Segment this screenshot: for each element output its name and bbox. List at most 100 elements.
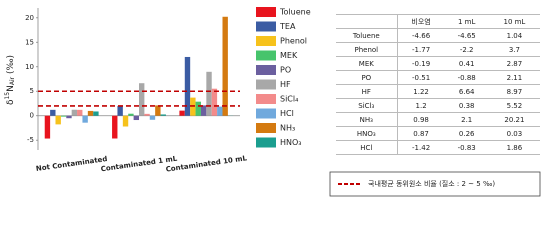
table-cell: -0.88	[444, 70, 489, 85]
table-cell: 10 mL	[488, 14, 540, 29]
legend-swatch	[256, 94, 276, 104]
page: δ15NAir (‰) 국내평균 동위원소 비율 (질소 : 2 ~ 5 ‰) …	[3, 7, 541, 197]
table-row: NH₃ 0.98 2.1 20.21	[336, 112, 540, 127]
table-cell: 0.03	[488, 126, 540, 141]
x-tick-label: Not Contaminated	[35, 155, 107, 173]
y-label-part: 15	[4, 92, 11, 100]
table-row: MEK -0.19 0.41 2.87	[336, 56, 540, 71]
y-label-part: (‰)	[6, 55, 16, 77]
bar	[71, 109, 78, 116]
table-row: HF 1.22 6.64 8.97	[336, 84, 540, 99]
bar	[160, 114, 166, 116]
bar	[179, 110, 185, 116]
reference-legend-label: 국내평균 동위원소 비율 (질소 : 2 ~ 5 ‰)	[368, 179, 495, 188]
bar	[217, 106, 223, 116]
table-cell: SiCl₃	[336, 98, 398, 113]
table-cell: 1.86	[488, 140, 540, 155]
table-cell: -0.51	[397, 70, 445, 85]
bar	[55, 115, 61, 125]
bar	[93, 111, 99, 116]
table-cell: -1.77	[397, 42, 445, 57]
legend-label: HCl	[280, 109, 294, 118]
table-row: HCl -1.42 -0.83 1.86	[336, 140, 540, 155]
data-table: 비오염 1 mL 10 mL Toluene -4.66 -4.65 1.04 Phenol -…	[336, 14, 540, 155]
bar	[122, 115, 129, 127]
legend-swatch	[256, 7, 276, 17]
x-tick-label: Contaminated 10 mL	[165, 154, 248, 173]
legend-swatch	[256, 123, 276, 133]
y-tick-label: 20	[25, 14, 34, 22]
legend-swatch	[256, 21, 276, 32]
table-row: Phenol -1.77 -2.2 3.7	[336, 42, 540, 57]
table-cell: 1.04	[488, 28, 540, 43]
y-tick-label: 5	[30, 87, 34, 95]
table-cell: 0.38	[444, 98, 489, 113]
legend-label: TEA	[279, 22, 296, 31]
bar	[155, 105, 161, 116]
table-cell: 1.22	[397, 84, 445, 99]
bar	[112, 115, 118, 139]
bar	[44, 115, 51, 139]
legend-label: SiCl₄	[280, 95, 298, 104]
table-cell	[336, 14, 398, 29]
legend-label: PO	[280, 66, 291, 75]
legend-swatch	[256, 137, 276, 148]
table-cell: -0.83	[444, 140, 489, 155]
bar	[66, 115, 72, 119]
table-cell: 5.52	[488, 98, 540, 113]
y-tick-label: 10	[25, 63, 34, 71]
table-cell: 3.7	[488, 42, 540, 57]
table-cell: HF	[336, 84, 398, 99]
bar	[184, 56, 191, 116]
table-cell: 2.11	[488, 70, 540, 85]
table-cell: 8.97	[488, 84, 540, 99]
table-cell: 2.1	[444, 112, 489, 127]
y-axis-label: δ15NAir (‰)	[4, 55, 16, 105]
table-cell: Phenol	[336, 42, 398, 57]
table-cell: 0.87	[397, 126, 445, 141]
bar	[117, 105, 123, 116]
table-cell: 0.26	[444, 126, 489, 141]
table-cell: -2.2	[444, 42, 489, 57]
table-cell: 2.87	[488, 56, 540, 71]
table-cell: -4.65	[444, 28, 489, 43]
table-cell: Toluene	[336, 28, 398, 43]
table-row: Toluene -4.66 -4.65 1.04	[336, 28, 540, 43]
bar	[50, 109, 56, 116]
bar	[128, 113, 134, 116]
chart: δ15NAir (‰) 국내평균 동위원소 비율 (질소 : 2 ~ 5 ‰) …	[4, 7, 541, 197]
table-cell: 1.2	[397, 98, 445, 113]
bar	[149, 115, 156, 120]
legend-swatch	[256, 108, 276, 119]
legend-swatch	[256, 36, 276, 46]
reference-legend-box	[329, 171, 541, 197]
y-label-part: δ	[6, 99, 16, 105]
bar	[82, 115, 88, 123]
y-tick-label: -5	[27, 136, 34, 144]
table-cell: MEK	[336, 56, 398, 71]
table-cell: HNO₃	[336, 126, 398, 141]
bar	[195, 101, 201, 116]
legend-label: HNO₃	[280, 138, 302, 147]
bar	[144, 113, 150, 116]
bar	[133, 115, 139, 121]
table-cell: 0.98	[397, 112, 445, 127]
table-row: SiCl₃ 1.2 0.38 5.52	[336, 98, 540, 113]
legend-swatch	[256, 65, 276, 75]
legend-label: NH₃	[280, 124, 295, 133]
legend-swatch	[256, 50, 276, 61]
table-cell: -1.42	[397, 140, 445, 155]
table-row: HNO₃ 0.87 0.26 0.03	[336, 126, 540, 141]
bar	[139, 83, 145, 116]
bar	[211, 88, 218, 116]
table-cell: -4.66	[397, 28, 445, 43]
y-label-part: N	[6, 85, 16, 92]
table-cell: NH₃	[336, 112, 398, 127]
y-tick-label: 0	[30, 112, 34, 120]
legend-swatch	[256, 79, 276, 90]
bar	[60, 115, 67, 117]
table-cell: 6.64	[444, 84, 489, 99]
y-tick-label: 15	[25, 38, 34, 46]
table-cell: 0.41	[444, 56, 489, 71]
bar	[222, 16, 228, 116]
